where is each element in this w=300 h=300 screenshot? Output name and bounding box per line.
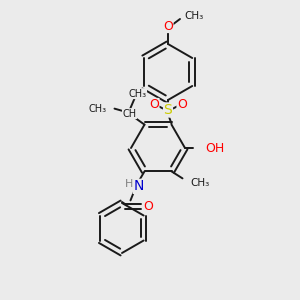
Text: O: O [177, 98, 187, 112]
Text: O: O [144, 200, 153, 213]
Text: O: O [149, 98, 159, 112]
Text: H: H [125, 179, 134, 189]
Text: CH: CH [122, 109, 136, 118]
Text: CH₃: CH₃ [88, 103, 106, 114]
Text: CH₃: CH₃ [184, 11, 203, 21]
Text: CH₃: CH₃ [128, 88, 147, 99]
Text: CH₃: CH₃ [190, 178, 210, 188]
Text: S: S [164, 103, 172, 117]
Text: N: N [133, 179, 144, 194]
Text: O: O [163, 20, 173, 32]
Text: OH: OH [205, 142, 224, 154]
